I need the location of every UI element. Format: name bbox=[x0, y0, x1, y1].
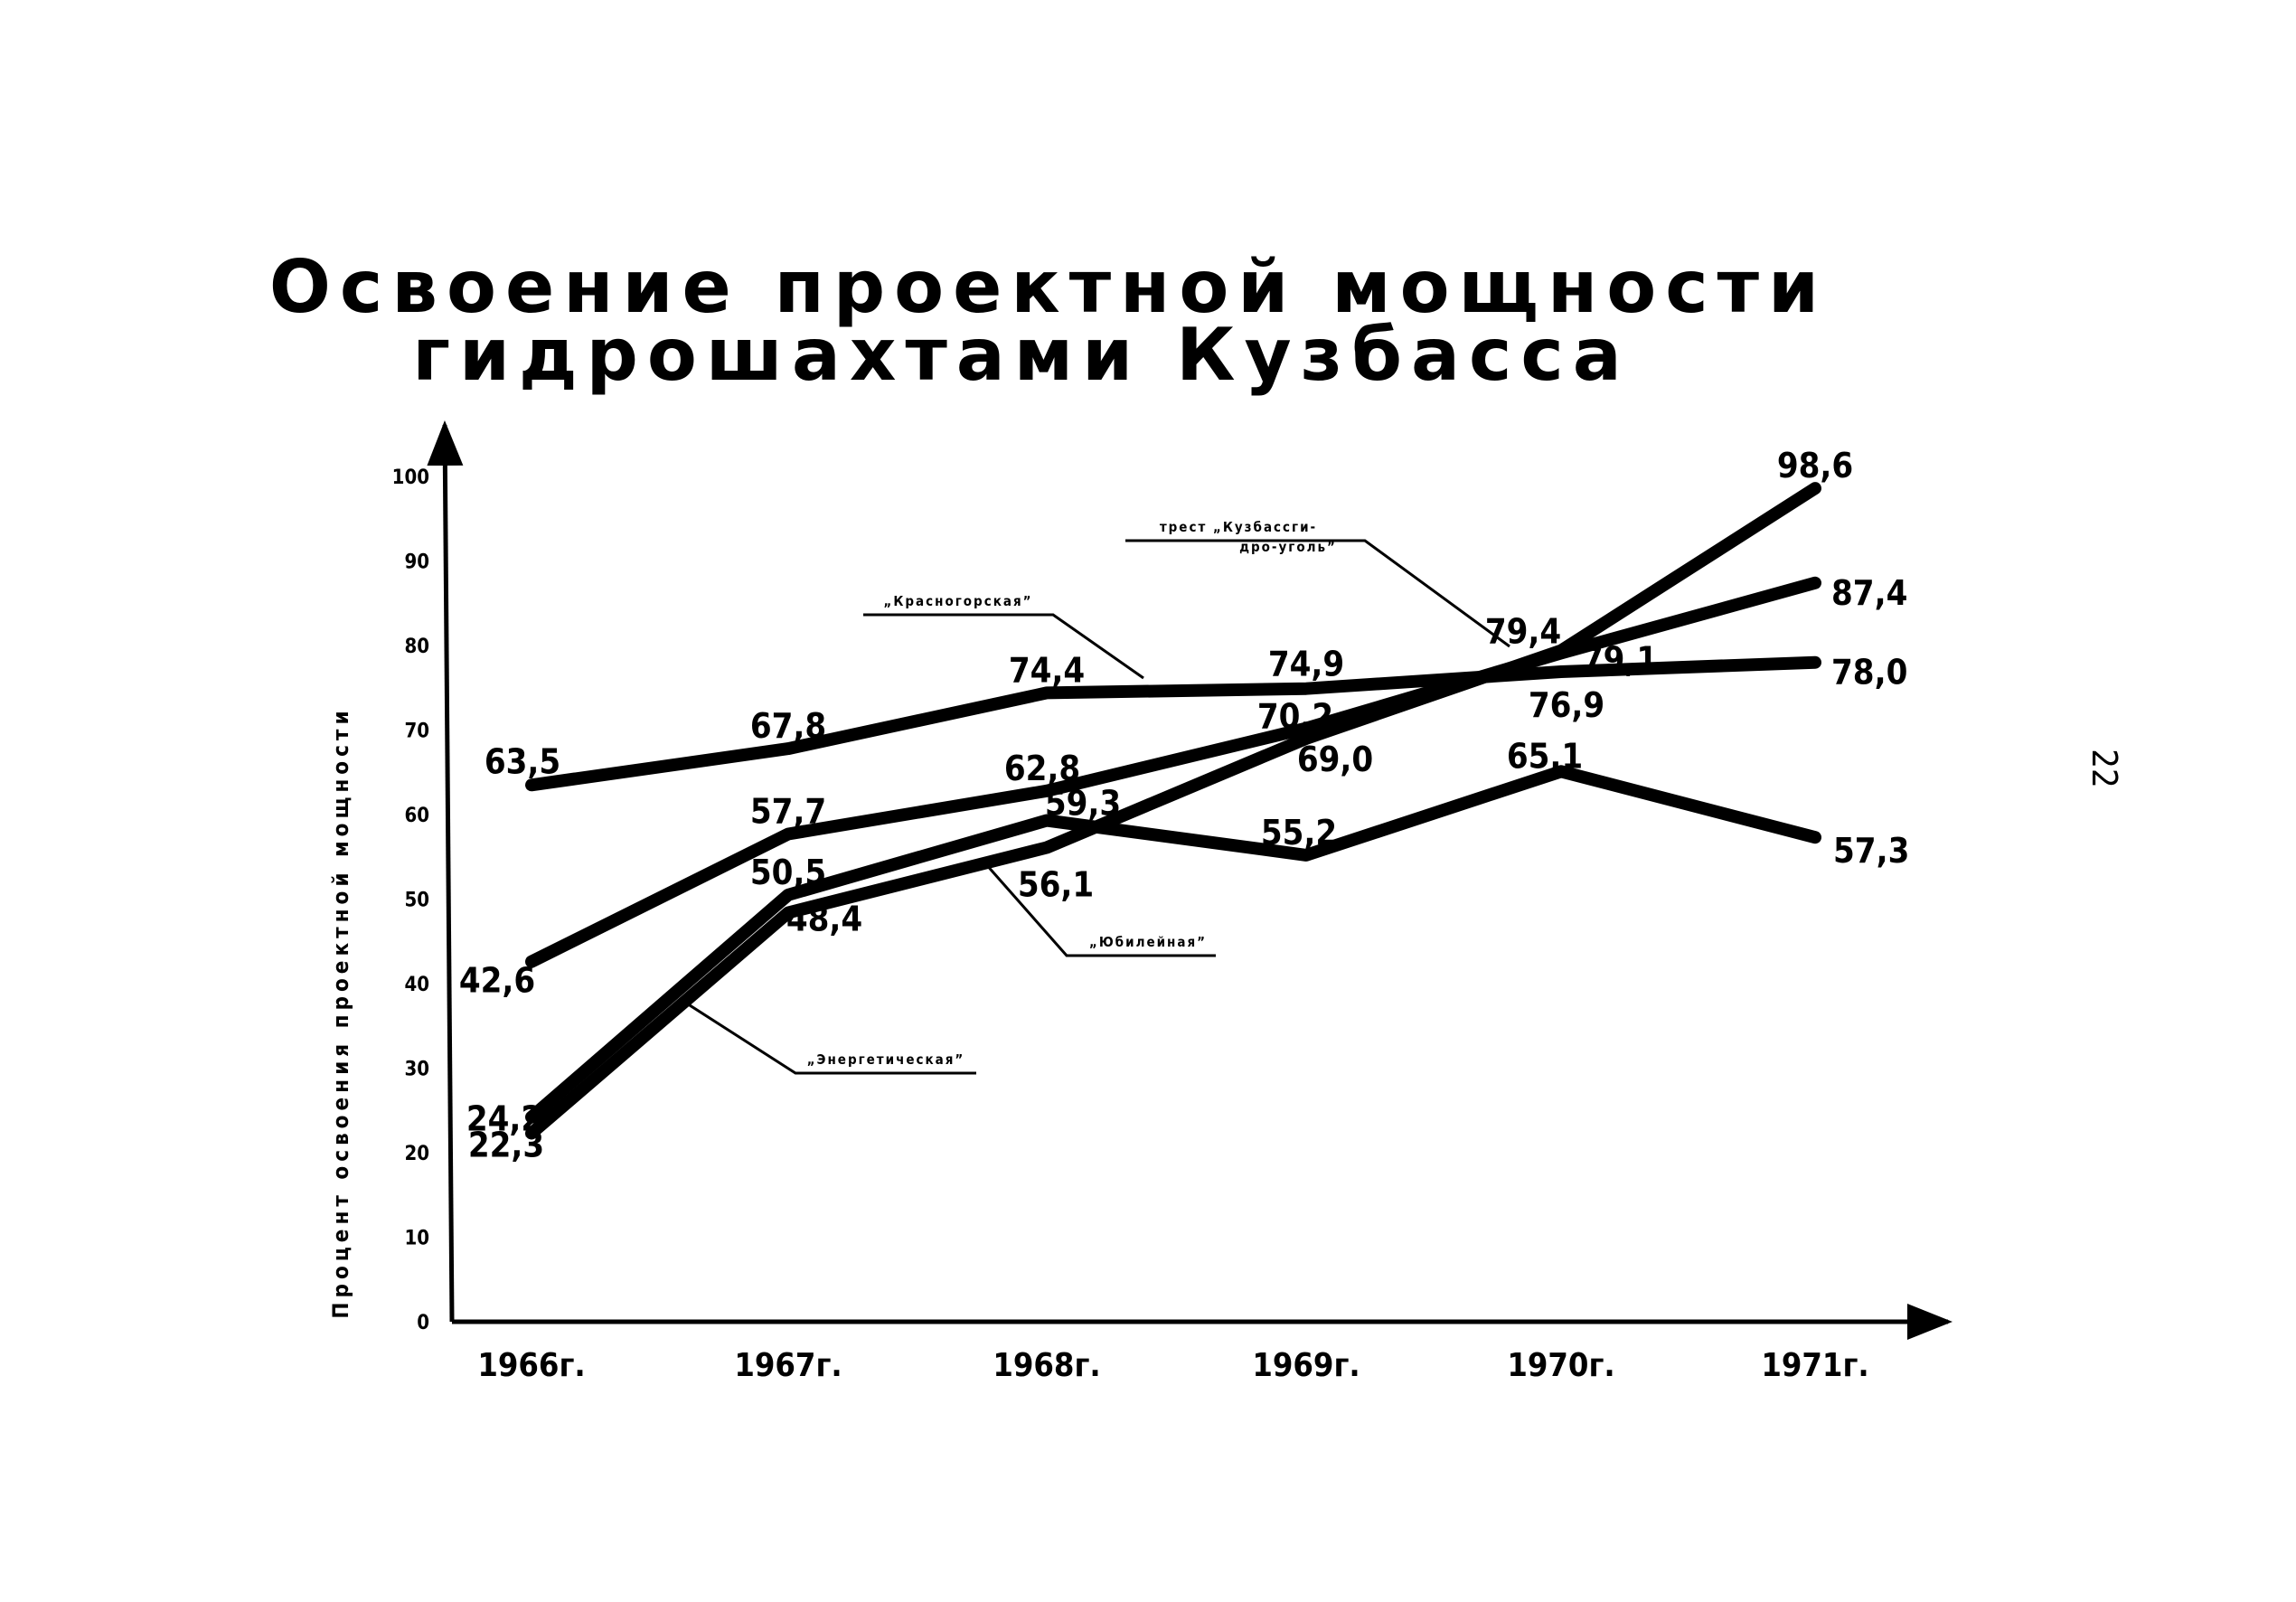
data-label: 55,2 bbox=[1261, 813, 1337, 853]
data-label: 24,2 bbox=[466, 1099, 542, 1139]
data-label: 78,0 bbox=[1831, 653, 1907, 693]
x-tick-label: 1968г. bbox=[993, 1347, 1100, 1384]
data-label: 87,4 bbox=[1831, 573, 1907, 613]
series-name-label: трест „Кузбассги-дро-уголь” bbox=[1160, 519, 1337, 555]
data-label: 67,8 bbox=[750, 706, 826, 746]
chart-title-line-2: гидрошахтами Кузбасса bbox=[412, 313, 1631, 397]
series-lines bbox=[525, 482, 1821, 1140]
x-tick-label: 1971г. bbox=[1761, 1347, 1868, 1384]
series-name-label: „Юбилейная” bbox=[1089, 934, 1207, 950]
y-tick-label: 80 bbox=[404, 636, 429, 658]
series-line-1 bbox=[525, 655, 1821, 792]
series-line-2 bbox=[525, 576, 1821, 968]
y-tick-label: 40 bbox=[404, 974, 429, 996]
data-label: 57,7 bbox=[750, 792, 826, 832]
y-tick-label: 100 bbox=[392, 466, 429, 489]
y-axis-label: Процент освоения проектной мощности bbox=[328, 706, 353, 1318]
leader-line bbox=[1125, 539, 1510, 648]
data-label: 74,9 bbox=[1268, 645, 1344, 684]
x-tick-label: 1966г. bbox=[477, 1347, 585, 1384]
x-tick-label: 1969г. bbox=[1252, 1347, 1360, 1384]
page-number: 22 bbox=[2084, 749, 2124, 788]
data-label: 42,6 bbox=[459, 961, 535, 1001]
y-tick-label: 30 bbox=[404, 1059, 429, 1081]
data-label: 48,4 bbox=[786, 899, 862, 938]
series-name-label: „Красногорская” bbox=[883, 593, 1032, 609]
data-label: 79,1 bbox=[1582, 639, 1658, 679]
series-name-labels: „Красногорская” трест „Кузбассги-дро-угол… bbox=[807, 519, 1337, 1068]
y-axis-line bbox=[427, 420, 464, 1323]
data-label: 65,1 bbox=[1507, 736, 1583, 776]
y-tick-label: 0 bbox=[417, 1312, 429, 1334]
series-line-4 bbox=[525, 482, 1821, 1140]
data-label: 50,5 bbox=[750, 853, 826, 892]
y-tick-label: 70 bbox=[404, 721, 429, 743]
series-leader-lines bbox=[686, 539, 1510, 1075]
leader-line bbox=[983, 862, 1216, 957]
y-tick-label: 20 bbox=[404, 1143, 429, 1165]
leader-line bbox=[686, 1002, 976, 1075]
data-label: 70,2 bbox=[1257, 697, 1333, 737]
data-label: 63,5 bbox=[485, 741, 560, 781]
x-tick-label: 1967г. bbox=[734, 1347, 842, 1384]
x-tick-labels: 1966г. 1967г. 1968г. 1969г. 1970г. 1971г. bbox=[477, 1347, 1868, 1384]
y-tick-label: 60 bbox=[404, 805, 429, 827]
series-line-3 bbox=[525, 765, 1821, 1124]
series-name-label: „Энергетическая” bbox=[807, 1051, 965, 1068]
data-label: 57,3 bbox=[1833, 831, 1909, 871]
data-label: 22,3 bbox=[468, 1125, 544, 1164]
data-label: 59,3 bbox=[1045, 784, 1121, 824]
data-labels: 63,5 67,8 74,4 74,9 76,9 78,0 42,6 57,7 62,8 70,2… bbox=[459, 446, 1910, 1164]
data-label: 79,4 bbox=[1485, 612, 1561, 652]
leader-line bbox=[863, 613, 1144, 680]
y-tick-labels: 0 10 20 30 40 50 60 70 80 90 100 bbox=[392, 466, 429, 1334]
y-tick-label: 90 bbox=[404, 551, 429, 574]
data-label: 69,0 bbox=[1297, 740, 1373, 779]
data-label: 76,9 bbox=[1529, 685, 1604, 725]
data-label: 74,4 bbox=[1009, 650, 1085, 690]
data-label: 98,6 bbox=[1777, 446, 1853, 485]
data-label: 56,1 bbox=[1018, 864, 1094, 904]
data-label: 62,8 bbox=[1004, 749, 1080, 788]
y-tick-label: 50 bbox=[404, 890, 429, 912]
chart-title-line-1: Освоение проектной мощности bbox=[269, 245, 1828, 329]
x-tick-label: 1970г. bbox=[1507, 1347, 1614, 1384]
y-tick-label: 10 bbox=[404, 1228, 429, 1250]
